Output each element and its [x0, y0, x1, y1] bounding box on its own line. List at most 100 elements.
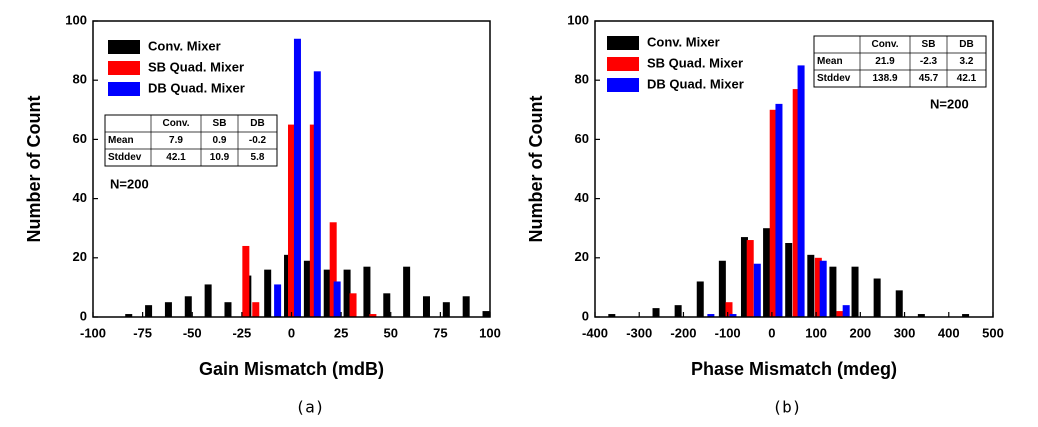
bar: [462, 296, 470, 317]
bar: [125, 314, 133, 317]
bar: [164, 302, 172, 317]
x-tick-label: 75: [433, 325, 447, 340]
x-tick-label: -100: [80, 325, 106, 340]
table-row-label: Stddev: [108, 152, 142, 163]
table-cell: 0.9: [213, 135, 227, 146]
bar: [333, 281, 341, 317]
x-tick-label: 100: [479, 325, 501, 340]
legend-label: Conv. Mixer: [148, 38, 221, 53]
x-tick-label: 25: [334, 325, 348, 340]
bar: [482, 311, 490, 317]
legend-swatch: [108, 82, 140, 96]
bar: [204, 284, 212, 317]
caption: (b): [773, 398, 802, 417]
x-tick-label: 200: [849, 325, 871, 340]
table-cell: 45.7: [919, 73, 939, 84]
x-axis-label: Gain Mismatch (mdB): [199, 359, 384, 379]
y-tick-label: 0: [582, 308, 589, 323]
bar: [895, 290, 903, 317]
table-row-label: Mean: [108, 135, 134, 146]
x-tick-label: -100: [715, 325, 741, 340]
bar: [293, 38, 301, 317]
bar: [184, 296, 192, 317]
table-cell: 7.9: [169, 135, 183, 146]
y-tick-label: 80: [73, 72, 87, 87]
bar: [792, 89, 800, 317]
legend-label: DB Quad. Mixer: [148, 80, 245, 95]
y-tick-label: 20: [73, 249, 87, 264]
bar: [274, 284, 282, 317]
bar: [442, 302, 450, 317]
legend-swatch: [607, 57, 639, 71]
table-row-label: Mean: [817, 56, 843, 67]
bar: [264, 269, 272, 317]
x-tick-label: -400: [582, 325, 608, 340]
bar: [309, 124, 317, 317]
bar: [807, 254, 815, 317]
bar: [873, 278, 881, 317]
x-tick-label: 0: [768, 325, 775, 340]
bar: [851, 266, 859, 317]
x-tick-label: -200: [670, 325, 696, 340]
x-tick-label: 100: [805, 325, 827, 340]
bar: [829, 266, 837, 317]
bar: [383, 293, 391, 317]
bar: [288, 124, 295, 317]
table-header: DB: [959, 39, 973, 50]
bar: [729, 314, 737, 317]
bar: [917, 314, 925, 317]
bar: [753, 263, 761, 317]
bar: [718, 260, 726, 317]
bar: [224, 302, 232, 317]
legend-swatch: [607, 78, 639, 92]
bar: [725, 302, 733, 317]
table-cell: 42.1: [957, 73, 977, 84]
x-tick-label: 0: [288, 325, 295, 340]
x-tick-label: -75: [133, 325, 152, 340]
bar: [696, 281, 704, 317]
x-axis-label: Phase Mismatch (mdeg): [691, 359, 897, 379]
legend-swatch: [108, 61, 140, 75]
legend-label: SB Quad. Mixer: [647, 55, 743, 70]
table-frame: [813, 35, 987, 88]
x-tick-label: -25: [232, 325, 251, 340]
table-cell: 5.8: [251, 152, 265, 163]
x-tick-label: -300: [626, 325, 652, 340]
table-row-label: Stddev: [817, 73, 851, 84]
table-header: SB: [922, 39, 936, 50]
bar: [769, 109, 777, 317]
bar: [284, 254, 292, 317]
y-tick-label: 80: [575, 72, 589, 87]
table-cell: 10.9: [210, 152, 230, 163]
x-tick-label: -50: [183, 325, 202, 340]
bar: [369, 314, 377, 317]
bar: [652, 308, 660, 317]
y-axis-label: Number of Count: [526, 96, 546, 243]
y-tick-label: 0: [80, 308, 87, 323]
x-tick-label: 50: [384, 325, 398, 340]
table-frame: [104, 114, 278, 167]
bar: [323, 269, 331, 317]
y-tick-label: 100: [65, 12, 87, 27]
bar: [707, 314, 715, 317]
y-tick-label: 20: [575, 249, 589, 264]
table-cell: -0.2: [249, 135, 267, 146]
table-header: SB: [213, 118, 227, 129]
bar: [746, 240, 754, 317]
y-tick-label: 60: [575, 131, 589, 146]
table-cell: 21.9: [875, 56, 895, 67]
bar: [775, 103, 783, 317]
bar: [403, 266, 411, 317]
legend-label: DB Quad. Mixer: [647, 76, 744, 91]
bar: [252, 302, 260, 317]
table-header: Conv.: [871, 39, 898, 50]
table-header: DB: [250, 118, 264, 129]
bar: [814, 257, 822, 317]
legend-swatch: [108, 40, 140, 54]
y-tick-label: 40: [73, 190, 87, 205]
table-header: Conv.: [162, 118, 189, 129]
bar: [303, 260, 311, 317]
annotation: N=200: [110, 176, 149, 191]
table-cell: 42.1: [166, 152, 186, 163]
